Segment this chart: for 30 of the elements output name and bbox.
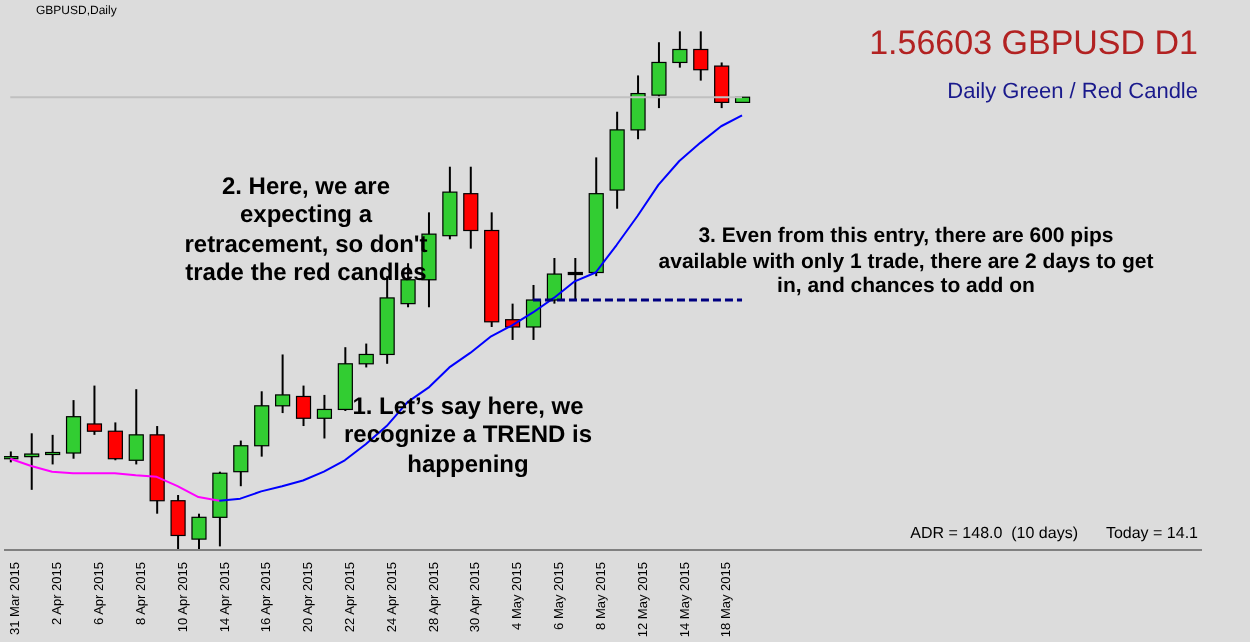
- text: Daily Green / Red Candle: [947, 80, 1198, 104]
- candlestick: [233, 439, 249, 488]
- candlestick: [630, 74, 646, 141]
- candlestick: [337, 346, 353, 412]
- candlestick: [546, 256, 563, 305]
- candlestick: [442, 165, 458, 241]
- candlestick: [463, 165, 479, 250]
- candlestick: [45, 433, 61, 466]
- candlestick: [672, 30, 688, 69]
- candlestick: [295, 384, 312, 428]
- candlestick: [170, 494, 186, 550]
- annotation: 3. Even from this entry, there are 600 pips available with only 1 trade, there are 2 days to get in, and chances to add on: [656, 224, 1156, 300]
- candlestick: [191, 512, 207, 550]
- candlestick: [212, 470, 228, 548]
- candlestick: [128, 388, 144, 466]
- text: Today = 14.1: [1105, 524, 1198, 544]
- candlestick: [65, 399, 82, 460]
- candlestick: [24, 432, 40, 491]
- candlestick: [567, 256, 583, 302]
- text: ADR = 148.0 (10 days): [910, 524, 1078, 544]
- candlestick: [107, 421, 123, 462]
- candlestick: [358, 342, 374, 369]
- candlestick: [693, 30, 709, 82]
- candlestick: [316, 393, 333, 440]
- candlestick: [714, 61, 730, 110]
- candlestick: [86, 384, 103, 436]
- candlestick: [254, 390, 270, 458]
- text: 1.56603 GBPUSD D1: [869, 24, 1198, 64]
- candlestick: [275, 353, 291, 415]
- candlestick: [651, 41, 667, 110]
